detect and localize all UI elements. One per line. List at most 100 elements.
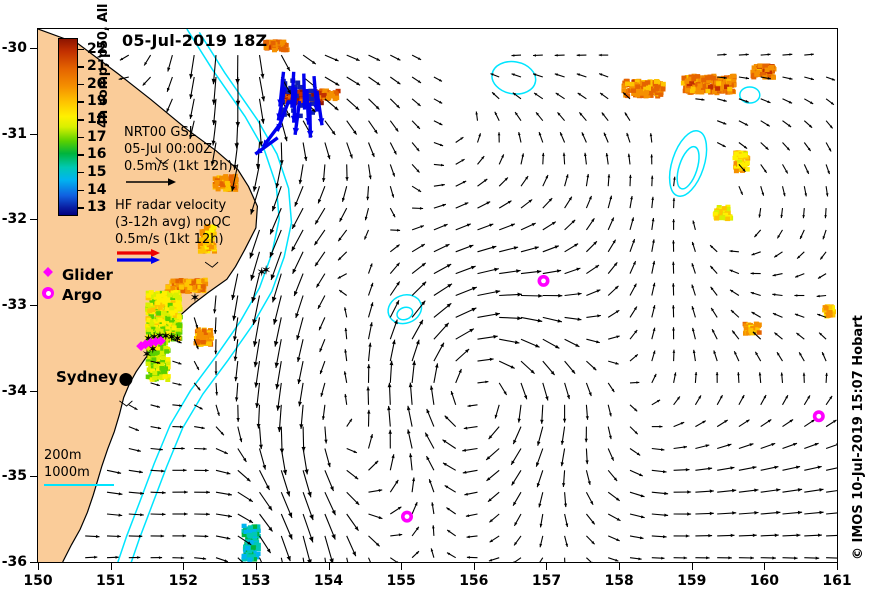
- sst-pixel: [309, 101, 315, 106]
- current-vector-head: [344, 307, 347, 311]
- current-vector-head: [266, 548, 271, 554]
- current-vector-head: [366, 196, 370, 201]
- current-vector-head: [184, 512, 188, 516]
- colorbar-tick: [78, 207, 84, 209]
- current-vector-head: [661, 556, 665, 560]
- current-vector-head: [412, 477, 416, 482]
- map-plot-area[interactable]: ✶✶✶✶✶✶✶✶✶✶✶: [37, 28, 838, 563]
- current-vector-head: [416, 169, 420, 173]
- current-vector-head: [335, 82, 340, 86]
- current-vector-head: [828, 148, 832, 152]
- current-vector-head: [394, 319, 398, 325]
- sst-pixel: [185, 279, 191, 284]
- current-vector-head: [605, 153, 609, 157]
- sst-pixel: [170, 302, 176, 308]
- current-vector-head: [825, 372, 828, 376]
- current-vector: [826, 512, 837, 515]
- current-vector-head: [833, 420, 837, 423]
- sst-pixel: [170, 311, 176, 316]
- sst-pixel: [214, 180, 220, 185]
- sst-pixel: [200, 340, 206, 345]
- sst-pixel: [264, 40, 269, 45]
- current-vector-head: [829, 395, 833, 400]
- sst-pixel: [195, 288, 201, 293]
- sst-pixel: [159, 362, 165, 367]
- current-vector-head: [415, 339, 420, 345]
- hf-radar-station-icon: ✶: [142, 348, 153, 363]
- sst-pixel: [170, 285, 176, 291]
- current-vector-head: [447, 283, 452, 288]
- sst-pixel: [198, 342, 204, 347]
- current-vector-head: [758, 372, 762, 376]
- sst-pixel: [297, 113, 303, 119]
- current-vector-head: [251, 296, 256, 303]
- current-vector-head: [273, 341, 279, 347]
- current-vector-head: [406, 405, 411, 411]
- current-vector-head: [577, 317, 582, 321]
- sst-pixel: [727, 86, 733, 92]
- current-vector-head: [466, 535, 470, 539]
- current-vector-head: [180, 425, 183, 429]
- hf-radar-station-icon: ✶: [160, 330, 171, 345]
- current-vector-head: [211, 140, 216, 146]
- current-vector-head: [745, 99, 749, 103]
- current-vector-head: [804, 193, 807, 197]
- current-vector-head: [253, 361, 259, 368]
- current-vector-head: [270, 274, 276, 280]
- current-vector-head: [776, 488, 781, 492]
- current-vector-head: [576, 267, 581, 271]
- current-vector-head: [260, 118, 265, 124]
- sst-pixel: [764, 67, 770, 73]
- sst-pixel: [751, 65, 757, 70]
- current-vector-head: [538, 294, 543, 298]
- sst-pixel: [206, 235, 212, 240]
- current-vector: [258, 557, 263, 562]
- current-vector-head: [469, 328, 474, 333]
- hf-radar-vector-head: [307, 130, 314, 138]
- current-vector-head: [517, 418, 521, 423]
- current-vector-head: [774, 533, 779, 537]
- hf-radar-vector-head: [292, 127, 300, 135]
- current-vector-head: [366, 386, 370, 391]
- current-vector-head: [815, 556, 820, 560]
- sst-pixel: [158, 348, 164, 353]
- x-tick-label-160: 160: [749, 573, 779, 589]
- current-vector-head: [752, 331, 757, 335]
- current-vector-head: [796, 332, 800, 336]
- colorbar-tick: [78, 119, 84, 121]
- current-vector-head: [295, 313, 300, 318]
- sst-pixel: [169, 335, 175, 340]
- current-vector-head: [634, 354, 638, 358]
- bathymetry-contour-1000m: [130, 32, 293, 562]
- sst-pixel: [146, 355, 152, 360]
- current-vector-head: [189, 114, 193, 119]
- sst-pixel: [658, 92, 664, 97]
- current-vector-head: [233, 336, 238, 341]
- current-vector-head: [629, 174, 632, 178]
- sst-pixel: [241, 532, 247, 538]
- current-vector-head: [568, 196, 572, 201]
- current-vector-head: [752, 533, 757, 537]
- current-vector-head: [691, 306, 695, 310]
- current-vector-head: [446, 264, 452, 268]
- sst-pixel: [176, 314, 182, 319]
- colorbar-tick-label-18: 18: [87, 111, 107, 128]
- sst-pixel: [631, 88, 636, 93]
- sst-pixel: [175, 295, 181, 300]
- current-vector-head: [331, 510, 336, 516]
- current-vector-head: [189, 134, 193, 139]
- current-vector-head: [634, 431, 638, 435]
- sst-pixel: [166, 287, 172, 292]
- sst-pixel: [165, 360, 171, 365]
- sst-pixel: [295, 80, 301, 85]
- current-vector-head: [308, 536, 314, 543]
- current-vector-head: [538, 132, 542, 136]
- current-vector-head: [182, 534, 187, 538]
- sst-pixel: [710, 76, 716, 81]
- sst-pixel: [169, 305, 175, 311]
- colorbar-tick-label-19: 19: [87, 93, 107, 110]
- current-vector-head: [600, 92, 604, 96]
- current-vector-head: [416, 125, 420, 129]
- sst-pixel: [146, 317, 152, 323]
- current-vector-head: [481, 156, 485, 160]
